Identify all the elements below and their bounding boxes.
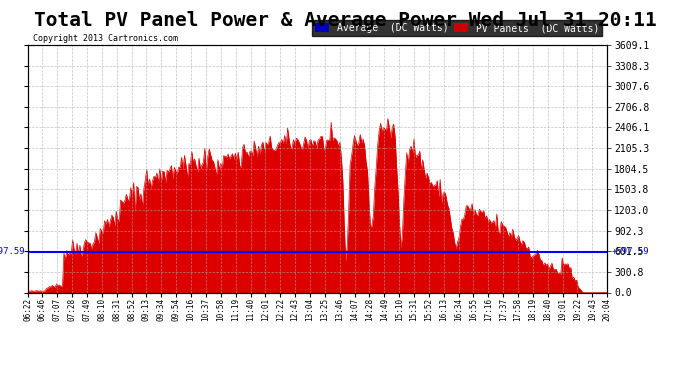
Legend: Average  (DC Watts), PV Panels  (DC Watts): Average (DC Watts), PV Panels (DC Watts) (312, 20, 602, 36)
Text: Total PV Panel Power & Average Power Wed Jul 31 20:11: Total PV Panel Power & Average Power Wed… (34, 11, 656, 30)
Text: +597.59: +597.59 (611, 247, 649, 256)
Text: Copyright 2013 Cartronics.com: Copyright 2013 Cartronics.com (33, 33, 179, 42)
Text: +597.59: +597.59 (0, 247, 25, 256)
